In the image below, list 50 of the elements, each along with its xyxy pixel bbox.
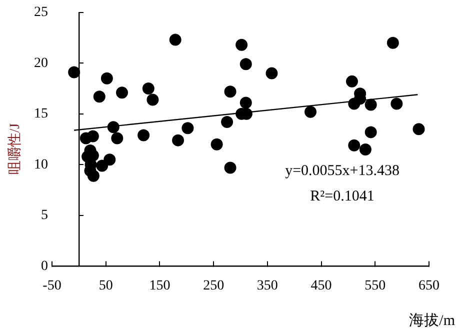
point xyxy=(86,130,99,142)
point xyxy=(348,139,360,152)
point xyxy=(221,116,234,128)
x-tick-label: 550 xyxy=(364,278,386,294)
x-tick-label: 150 xyxy=(149,278,170,294)
x-tick-label: 350 xyxy=(256,278,278,294)
point xyxy=(346,75,358,88)
y-tick-label: 0 xyxy=(41,258,48,274)
y-tick-label: 25 xyxy=(34,5,48,20)
point xyxy=(210,138,223,150)
x-tick-label: 450 xyxy=(310,278,332,294)
annotation: y=0.0055x+13.438 xyxy=(285,162,400,179)
x-tick-label: 50 xyxy=(98,278,113,294)
point xyxy=(364,126,377,138)
point xyxy=(172,134,184,146)
point xyxy=(182,122,194,134)
point xyxy=(224,162,236,174)
x-axis-title: 海拔/m xyxy=(409,312,455,330)
point xyxy=(96,160,108,172)
point xyxy=(390,98,403,110)
x-tick-label: 250 xyxy=(203,278,224,294)
y-tick-label: 10 xyxy=(34,157,48,172)
point xyxy=(240,58,252,70)
point xyxy=(364,98,377,111)
point xyxy=(266,67,278,80)
point xyxy=(87,170,100,182)
point xyxy=(240,96,252,109)
y-tick-label: 5 xyxy=(41,208,48,224)
point xyxy=(386,36,399,49)
point xyxy=(93,90,106,103)
point xyxy=(169,34,182,46)
point xyxy=(104,154,116,166)
point xyxy=(236,38,248,51)
y-axis-title: 咀嚼性/J xyxy=(6,122,24,177)
x-tick-label: 650 xyxy=(418,278,440,294)
point xyxy=(359,143,372,156)
annotation: R²=0.1041 xyxy=(310,188,374,204)
point xyxy=(68,66,80,78)
y-tick-label: 15 xyxy=(34,106,48,122)
y-tick-label: 20 xyxy=(34,56,48,71)
x-tick-label: -50 xyxy=(42,278,62,294)
point xyxy=(111,132,124,144)
point xyxy=(146,94,159,106)
point xyxy=(142,82,154,95)
point xyxy=(116,86,128,99)
point xyxy=(224,86,236,98)
point xyxy=(100,72,113,84)
point xyxy=(412,123,425,136)
point xyxy=(304,106,317,118)
point xyxy=(138,129,150,142)
